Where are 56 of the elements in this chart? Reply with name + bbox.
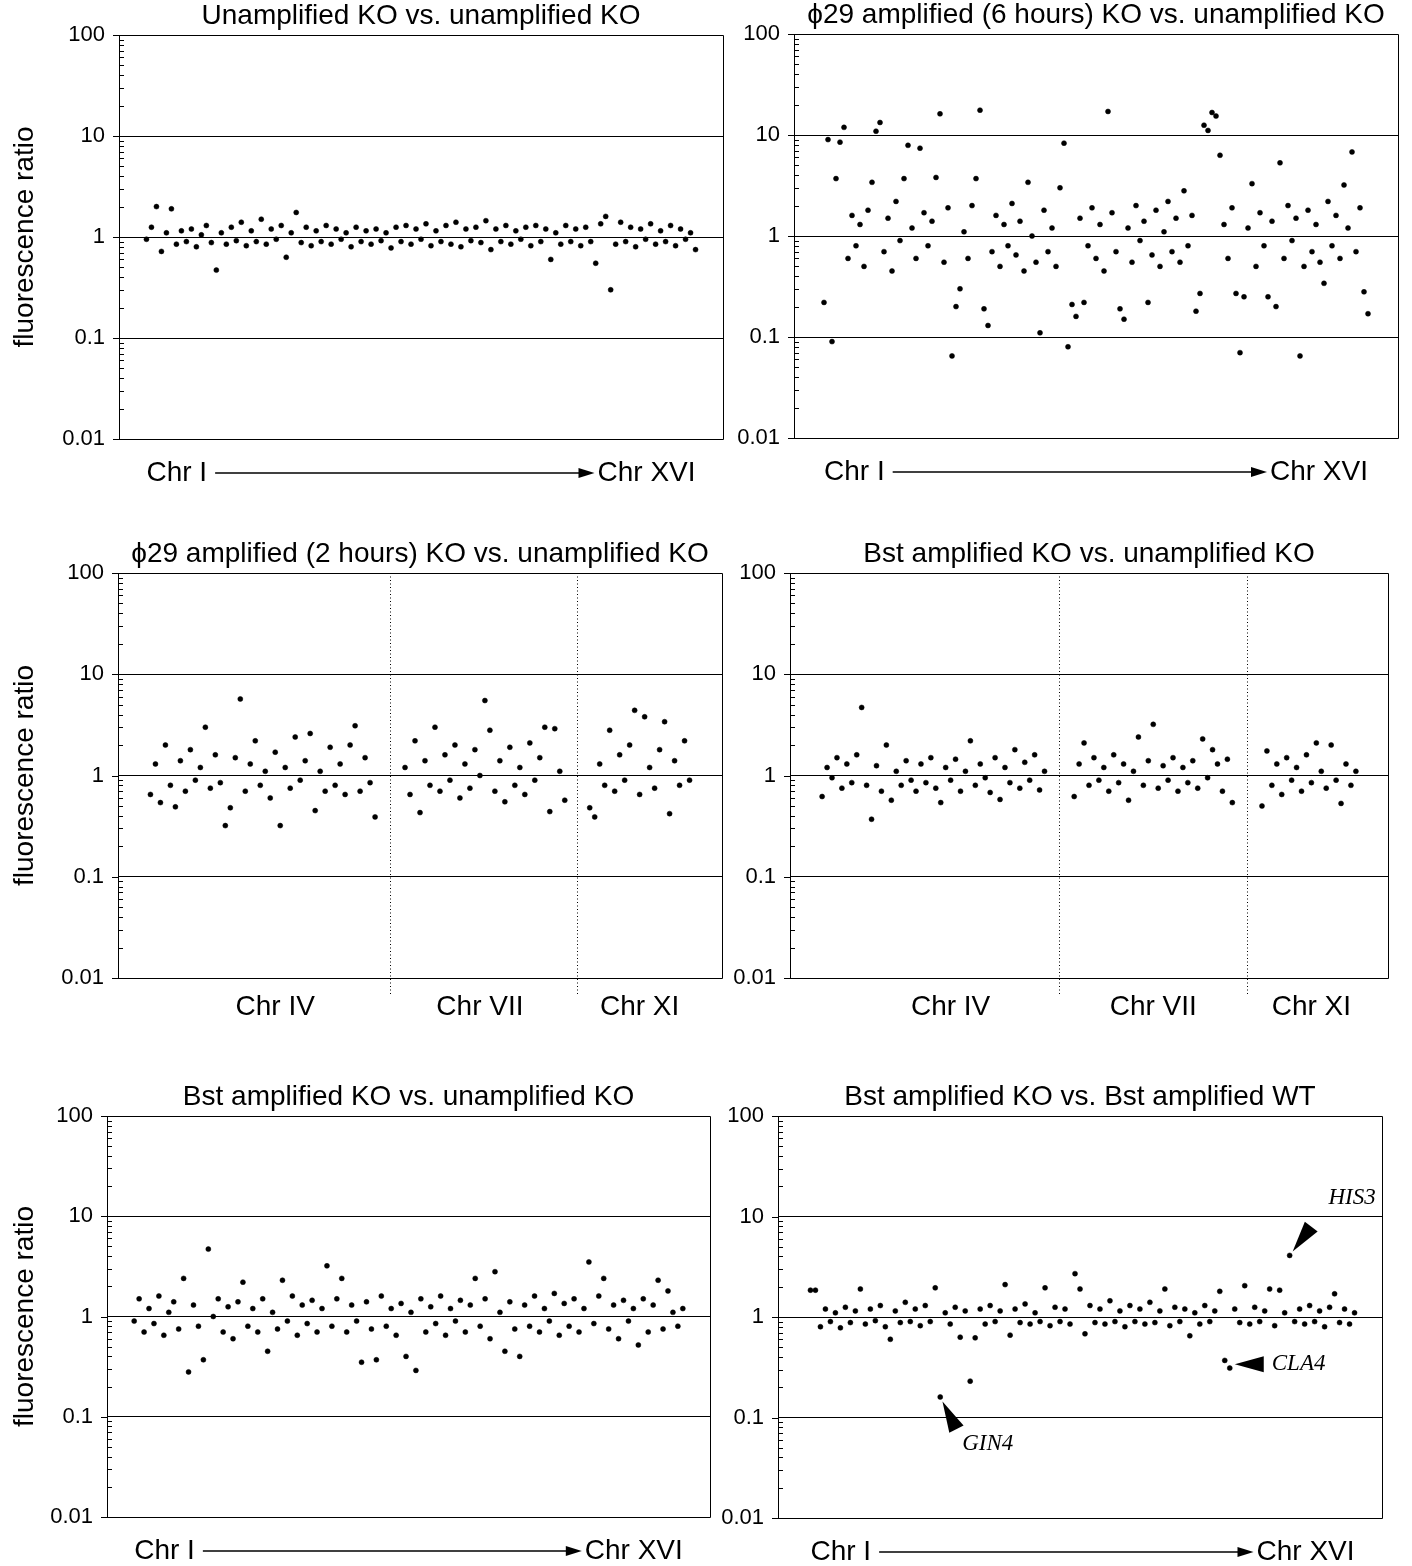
text: Chr I xyxy=(810,1534,872,1566)
y-tick-label: 1 xyxy=(751,1303,764,1329)
chart-title: ϕ29 amplified (2 hours) KO vs. unamplified KO xyxy=(131,536,709,568)
y-tick-label: 0.01 xyxy=(733,964,776,990)
x-tick-label: Chr XI xyxy=(1271,989,1352,1021)
y-tick-label: 0.1 xyxy=(62,1402,93,1428)
y-axis-title: fluorescence ratio xyxy=(7,126,39,348)
y-tick-label: 1 xyxy=(763,761,776,787)
y-axis-title: fluorescence ratio xyxy=(7,1205,39,1428)
y-tick-label: 0.01 xyxy=(721,1504,764,1530)
text: Chr I xyxy=(824,454,885,486)
text: Chr XVI xyxy=(1256,1534,1355,1566)
y-tick-label: 100 xyxy=(67,559,104,585)
chart-title: Bst amplified KO vs. Bst amplified WT xyxy=(844,1079,1316,1111)
y-tick-label: 100 xyxy=(743,20,780,46)
y-tick-label: 0.1 xyxy=(733,1403,764,1429)
y-tick-label: 10 xyxy=(80,122,105,148)
y-tick-label: 0.01 xyxy=(61,964,104,990)
y-tick-label: 0.1 xyxy=(745,862,776,888)
y-tick-label: 10 xyxy=(751,660,776,686)
annotation: HIS3 xyxy=(1327,1183,1376,1209)
text: Chr XVI xyxy=(1269,454,1368,486)
y-tick-label: 100 xyxy=(56,1102,93,1128)
y-tick-label: 1 xyxy=(92,223,105,249)
text: Chr XVI xyxy=(597,455,696,487)
y-tick-label: 0.1 xyxy=(73,862,104,888)
y-axis-title: fluorescence ratio xyxy=(7,664,39,887)
y-tick-label: 10 xyxy=(79,660,104,686)
y-tick-label: 10 xyxy=(739,1202,764,1228)
x-tick-label: Chr IV xyxy=(910,989,991,1021)
y-tick-label: 0.01 xyxy=(62,425,105,451)
chart-title: Unamplified KO vs. unamplified KO xyxy=(201,0,641,30)
y-tick-label: 1 xyxy=(80,1302,93,1328)
y-tick-label: 0.1 xyxy=(749,323,780,349)
y-tick-label: 1 xyxy=(91,761,104,787)
y-tick-label: 10 xyxy=(68,1202,93,1228)
x-tick-label: Chr VII xyxy=(436,989,524,1021)
y-tick-label: 10 xyxy=(755,121,780,147)
annotation: GIN4 xyxy=(962,1430,1014,1456)
x-tick-label: Chr XI xyxy=(599,989,680,1021)
y-tick-label: 1 xyxy=(767,222,780,248)
text: Chr I xyxy=(146,455,208,487)
x-tick-label: Chr IV xyxy=(235,989,316,1021)
y-tick-label: 100 xyxy=(739,559,776,585)
chart-title: Bst amplified KO vs. unamplified KO xyxy=(863,536,1315,568)
chart-title: Bst amplified KO vs. unamplified KO xyxy=(182,1079,635,1111)
y-tick-label: 0.01 xyxy=(50,1503,93,1529)
chart-title: ϕ29 amplified (6 hours) KO vs. unamplified KO xyxy=(807,0,1385,29)
y-tick-label: 100 xyxy=(727,1102,764,1128)
text: Chr I xyxy=(134,1533,195,1565)
y-tick-label: 0.1 xyxy=(74,324,105,350)
y-tick-label: 100 xyxy=(68,21,105,47)
y-tick-label: 0.01 xyxy=(737,424,780,450)
text: Chr XVI xyxy=(584,1533,683,1565)
annotation: CLA4 xyxy=(1271,1350,1326,1376)
x-tick-label: Chr VII xyxy=(1109,989,1197,1021)
